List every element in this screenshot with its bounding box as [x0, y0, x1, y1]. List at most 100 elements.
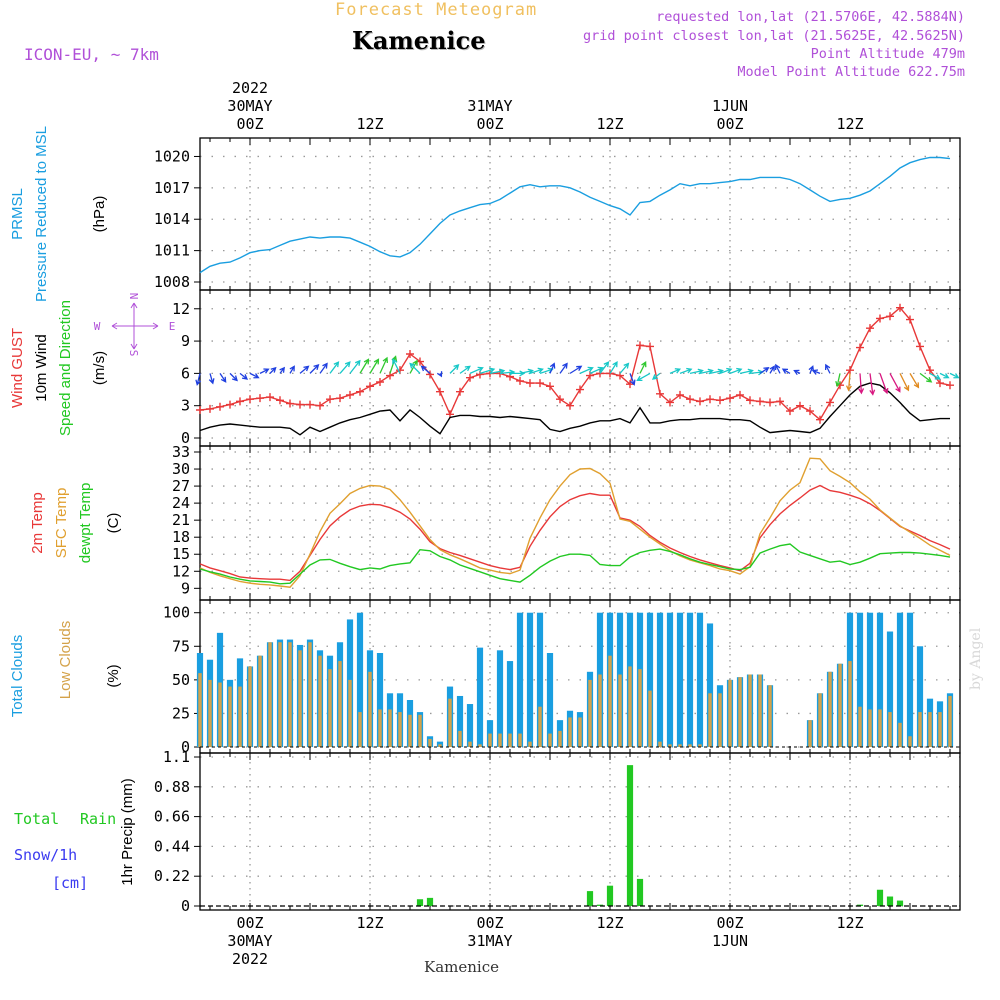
rain-bar	[426, 897, 434, 906]
wind-gust-marker	[896, 303, 904, 312]
model-label: ICON-EU, ~ 7km	[24, 45, 159, 64]
total-cloud-bar	[476, 647, 484, 747]
wind-direction-arrow	[808, 365, 815, 374]
wind-direction-arrow	[589, 366, 604, 374]
wind-direction-arrow	[729, 367, 743, 374]
wind-gust-marker	[546, 382, 554, 391]
low-cloud-bar	[428, 738, 432, 747]
bottom-time-label: 12Z	[596, 914, 623, 932]
wind-gust-marker	[686, 395, 694, 404]
compass-arrows	[111, 302, 159, 350]
low-cloud-bar	[728, 679, 732, 747]
wind-gust-marker	[366, 382, 374, 391]
low-cloud-bar	[748, 674, 752, 747]
wind-direction-arrow	[879, 373, 889, 395]
wind-gust-marker	[576, 385, 584, 394]
wind-gust-marker	[326, 395, 334, 404]
requested-location: requested lon,lat (21.5706E, 42.5884N)	[656, 9, 965, 25]
total-cloud-bar	[456, 695, 464, 747]
wind-direction-arrow	[339, 361, 351, 374]
precip-panel: 0 0.22 0.44 0.66 0.88 1.1	[154, 748, 961, 915]
temperature-ytick-label: 15	[172, 545, 190, 563]
wind-gust-marker	[746, 396, 754, 405]
wind-gust-marker	[356, 387, 364, 396]
low-cloud-bar	[228, 686, 232, 747]
wind-direction-arrow	[259, 368, 270, 374]
wind-gust-marker	[536, 379, 544, 388]
rain-bar	[856, 904, 864, 906]
wind-direction-arrow	[569, 365, 583, 374]
wind-gust-marker	[696, 397, 704, 406]
low-cloud-bar	[208, 679, 212, 747]
wind-gust-marker	[636, 341, 644, 350]
low-cloud-bar	[898, 722, 902, 747]
wind-gust-marker	[256, 394, 264, 403]
wind-gust-marker	[376, 378, 384, 386]
bottom-time-label: 1JUN	[712, 932, 748, 950]
top-time-label: 00Z	[236, 115, 263, 133]
temp-dewpoint-label: dewpt Temp	[77, 483, 94, 564]
low-cloud-bar	[258, 655, 262, 747]
total-cloud-bar	[356, 612, 364, 747]
low-cloud-bar	[578, 717, 582, 747]
wind-gust-marker	[846, 366, 854, 375]
precip-ytick-label: 0	[181, 897, 190, 915]
wind-direction-arrow	[529, 367, 544, 375]
forecast-meteogram-title: Forecast Meteogram	[335, 0, 538, 20]
bottom-time-label: 00Z	[476, 914, 503, 932]
wind-direction-arrow	[759, 367, 770, 374]
low-cloud-bar	[268, 642, 272, 747]
wind-direction-arrow	[269, 366, 277, 374]
wind-direction-arrow	[629, 373, 636, 386]
total-cloud-bar	[516, 612, 524, 747]
wind-direction-arrow	[249, 372, 260, 379]
low-cloud-bar	[928, 712, 932, 747]
low-cloud-bar	[828, 671, 832, 747]
wind-direction-label: Speed and Direction	[57, 300, 74, 436]
temperature-ytick-label: 21	[172, 511, 190, 529]
pressure-ytick-label: 1008	[154, 273, 190, 291]
wind-direction-arrow	[359, 358, 370, 374]
temp-2m-label: 2m Temp	[29, 492, 46, 553]
wind-direction-arrow	[229, 372, 238, 382]
total-cloud-bar	[666, 612, 674, 747]
pressure-label-full: Pressure Reduced to MSL	[33, 126, 50, 302]
pressure-label-prmsl: PRMSL	[9, 188, 26, 240]
low-cloud-bar	[378, 709, 382, 747]
wind-direction-arrow	[774, 363, 781, 374]
low-cloud-bar	[518, 733, 522, 747]
low-cloud-bar	[668, 744, 672, 747]
wind-gust-marker	[706, 395, 714, 404]
low-cloud-bar	[508, 733, 512, 747]
wind-direction-arrow	[279, 366, 286, 374]
low-cloud-bar	[618, 674, 622, 747]
top-time-label: 1JUN	[712, 97, 748, 115]
low-cloud-bar	[498, 733, 502, 747]
wind-direction-arrow	[289, 365, 295, 374]
wind-direction-arrow	[824, 363, 831, 374]
wind-gust-marker	[646, 342, 654, 351]
temp-2m-line	[199, 484, 951, 582]
wind-gust-marker	[426, 370, 434, 379]
low-cloud-bar	[688, 744, 692, 747]
wind-direction-arrow	[299, 365, 310, 374]
low-cloud-bar	[938, 712, 942, 747]
wind-gust-marker	[266, 393, 274, 402]
low-cloud-bar	[248, 666, 252, 747]
low-cloud-bar	[238, 686, 242, 747]
low-cloud-bar	[818, 693, 822, 747]
wind-ytick-label: 3	[181, 397, 190, 415]
clouds-ytick-label: 50	[172, 671, 190, 689]
pressure-ytick-label: 1014	[154, 210, 190, 228]
wind-gust-marker	[236, 397, 244, 406]
rain-bar	[586, 891, 594, 906]
low-cloud-bar	[718, 693, 722, 747]
low-cloud-bar	[408, 714, 412, 747]
low-cloud-bar	[598, 674, 602, 747]
rain-bar	[596, 904, 604, 906]
low-cloud-bar	[478, 744, 482, 747]
wind-10m-label: 10m Wind	[33, 334, 50, 402]
wind-direction-arrow	[349, 359, 361, 374]
wind-direction-arrow	[436, 371, 443, 378]
clouds-ytick-label: 25	[172, 704, 190, 722]
